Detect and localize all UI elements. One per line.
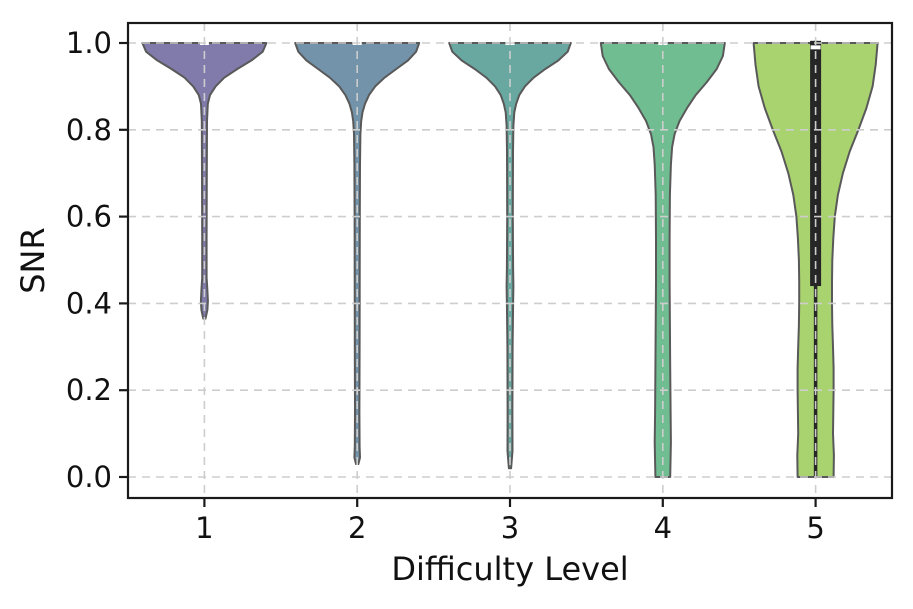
x-tick-label-4: 4 bbox=[654, 511, 672, 545]
x-tick-label-3: 3 bbox=[501, 511, 519, 545]
y-tick-label-0.8: 0.8 bbox=[66, 113, 112, 147]
y-tick-label-0.4: 0.4 bbox=[66, 286, 112, 320]
y-tick-label-0.0: 0.0 bbox=[66, 460, 112, 494]
x-tick-label-1: 1 bbox=[195, 511, 213, 545]
y-tick-label-0.6: 0.6 bbox=[66, 200, 112, 234]
median-marker-5 bbox=[810, 45, 821, 50]
violin-3 bbox=[448, 42, 572, 470]
violin-4 bbox=[599, 42, 726, 478]
y-tick-label-1.0: 1.0 bbox=[66, 26, 112, 60]
y-tick-label-0.2: 0.2 bbox=[66, 373, 112, 407]
x-axis-label: Difficulty Level bbox=[391, 550, 628, 588]
x-tick-label-5: 5 bbox=[806, 511, 824, 545]
x-tick-label-2: 2 bbox=[348, 511, 366, 545]
y-axis-label: SNR bbox=[14, 227, 52, 293]
